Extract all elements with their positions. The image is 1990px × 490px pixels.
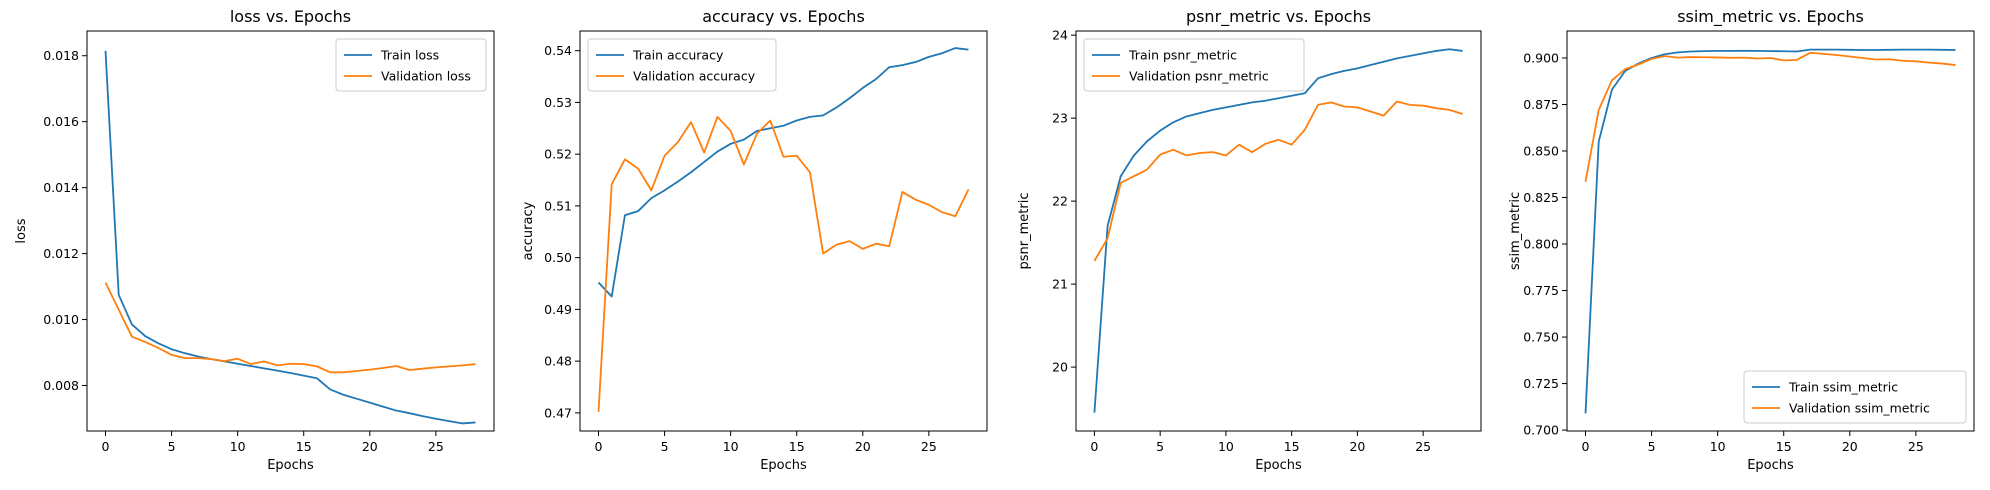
chart-title: psnr_metric vs. Epochs bbox=[1186, 7, 1371, 27]
y-tick-label: 0.825 bbox=[1523, 190, 1559, 205]
plot-frame bbox=[86, 30, 495, 432]
legend-label-0: Train accuracy bbox=[632, 48, 724, 63]
legend: Train ssim_metric Validation ssim_metric bbox=[1743, 370, 1967, 424]
x-tick-label: 25 bbox=[1415, 439, 1431, 454]
chart-title: accuracy vs. Epochs bbox=[702, 7, 865, 26]
legend: Train loss Validation loss bbox=[335, 38, 487, 92]
x-axis-label: Epochs bbox=[1747, 458, 1794, 473]
y-tick-label: 0.50 bbox=[544, 250, 572, 265]
x-tick-label: 10 bbox=[1218, 439, 1234, 454]
y-tick-label: 0.700 bbox=[1523, 423, 1559, 438]
legend-label-1: Validation ssim_metric bbox=[1789, 401, 1930, 416]
chart-2: psnr_metric vs. Epochs 0 5 10 15 20 25 20 21 22 23… bbox=[1017, 7, 1482, 473]
legend-box bbox=[587, 38, 777, 92]
y-tick-label: 0.48 bbox=[544, 354, 572, 369]
series-line-1 bbox=[1093, 100, 1463, 262]
y-axis-label: psnr_metric bbox=[1017, 193, 1032, 270]
legend-box bbox=[1743, 370, 1967, 424]
y-tick-label: 23 bbox=[1052, 111, 1068, 126]
y-tick-label: 0.49 bbox=[544, 302, 572, 317]
x-tick-label: 0 bbox=[1090, 439, 1098, 454]
legend-box bbox=[335, 38, 487, 92]
x-tick-label: 0 bbox=[1582, 439, 1590, 454]
x-tick-label: 20 bbox=[1842, 439, 1858, 454]
y-tick-label: 0.900 bbox=[1523, 50, 1559, 65]
y-tick-label: 22 bbox=[1052, 194, 1068, 209]
x-axis-label: Epochs bbox=[760, 458, 807, 473]
series-line-1 bbox=[1584, 51, 1956, 182]
y-tick-label: 0.51 bbox=[544, 198, 572, 213]
x-tick-label: 5 bbox=[1648, 439, 1656, 454]
y-tick-label: 0.008 bbox=[43, 378, 79, 393]
y-tick-label: 0.54 bbox=[544, 43, 572, 58]
x-tick-label: 5 bbox=[661, 439, 669, 454]
x-tick-label: 15 bbox=[1776, 439, 1792, 454]
x-tick-label: 25 bbox=[428, 439, 444, 454]
legend-box bbox=[1083, 38, 1305, 92]
y-tick-label: 0.750 bbox=[1523, 330, 1559, 345]
y-tick-label: 0.014 bbox=[43, 180, 79, 195]
series-line-1 bbox=[104, 282, 476, 374]
x-tick-label: 15 bbox=[1284, 439, 1300, 454]
y-tick-label: 0.018 bbox=[43, 48, 79, 63]
x-tick-label: 15 bbox=[789, 439, 805, 454]
x-axis-label: Epochs bbox=[267, 458, 314, 473]
legend-label-0: Train loss bbox=[380, 48, 439, 63]
y-tick-label: 0.52 bbox=[544, 147, 572, 162]
x-tick-label: 10 bbox=[723, 439, 739, 454]
series-line-0 bbox=[104, 50, 476, 425]
y-tick-label: 0.016 bbox=[43, 114, 79, 129]
chart-title: loss vs. Epochs bbox=[230, 7, 351, 26]
y-tick-label: 20 bbox=[1052, 360, 1068, 375]
y-tick-label: 21 bbox=[1052, 277, 1068, 292]
y-tick-label: 0.800 bbox=[1523, 237, 1559, 252]
y-axis-label: accuracy bbox=[521, 201, 536, 260]
x-tick-label: 10 bbox=[1710, 439, 1726, 454]
legend: Train psnr_metric Validation psnr_metric bbox=[1083, 38, 1305, 92]
series-line-0 bbox=[1584, 48, 1956, 414]
series-line-0 bbox=[597, 47, 969, 298]
plot-frame bbox=[1075, 30, 1482, 432]
chart-3: ssim_metric vs. Epochs 0 5 10 15 20 25 0.700 0.7… bbox=[1508, 7, 1975, 473]
series-line-1 bbox=[597, 116, 970, 412]
y-axis-label: loss bbox=[14, 218, 29, 243]
x-tick-label: 20 bbox=[362, 439, 378, 454]
y-axis-label: ssim_metric bbox=[1508, 192, 1523, 270]
chart-title: ssim_metric vs. Epochs bbox=[1677, 7, 1864, 27]
legend: Train accuracy Validation accuracy bbox=[587, 38, 777, 92]
x-tick-label: 5 bbox=[1156, 439, 1164, 454]
x-tick-label: 25 bbox=[921, 439, 937, 454]
chart-0: loss vs. Epochs 0 5 10 15 20 25 0.008 0.010 0.012… bbox=[14, 7, 495, 473]
x-tick-label: 0 bbox=[102, 439, 110, 454]
x-tick-label: 10 bbox=[230, 439, 246, 454]
x-tick-label: 0 bbox=[595, 439, 603, 454]
chart-1: accuracy vs. Epochs 0 5 10 15 20 25 0.47 0.48 0.4… bbox=[521, 7, 988, 473]
x-tick-label: 20 bbox=[1349, 439, 1365, 454]
x-tick-label: 20 bbox=[855, 439, 871, 454]
y-tick-label: 0.47 bbox=[544, 405, 572, 420]
y-tick-label: 0.850 bbox=[1523, 144, 1559, 159]
plot-frame bbox=[579, 30, 988, 432]
legend-label-1: Validation loss bbox=[381, 69, 471, 84]
y-tick-label: 0.012 bbox=[43, 246, 79, 261]
x-tick-label: 15 bbox=[296, 439, 312, 454]
legend-label-0: Train ssim_metric bbox=[1788, 380, 1898, 395]
x-tick-label: 25 bbox=[1908, 439, 1924, 454]
legend-label-0: Train psnr_metric bbox=[1128, 48, 1237, 63]
plot-frame bbox=[1566, 30, 1975, 432]
y-tick-label: 0.53 bbox=[544, 95, 572, 110]
x-axis-label: Epochs bbox=[1255, 458, 1302, 473]
legend-label-1: Validation accuracy bbox=[633, 69, 756, 84]
y-tick-label: 0.875 bbox=[1523, 97, 1559, 112]
series-line-0 bbox=[1093, 48, 1463, 413]
x-tick-label: 5 bbox=[168, 439, 176, 454]
y-tick-label: 0.775 bbox=[1523, 283, 1559, 298]
legend-label-1: Validation psnr_metric bbox=[1129, 69, 1269, 84]
y-tick-label: 24 bbox=[1052, 28, 1068, 43]
y-tick-label: 0.010 bbox=[43, 312, 79, 327]
y-tick-label: 0.725 bbox=[1523, 376, 1559, 391]
